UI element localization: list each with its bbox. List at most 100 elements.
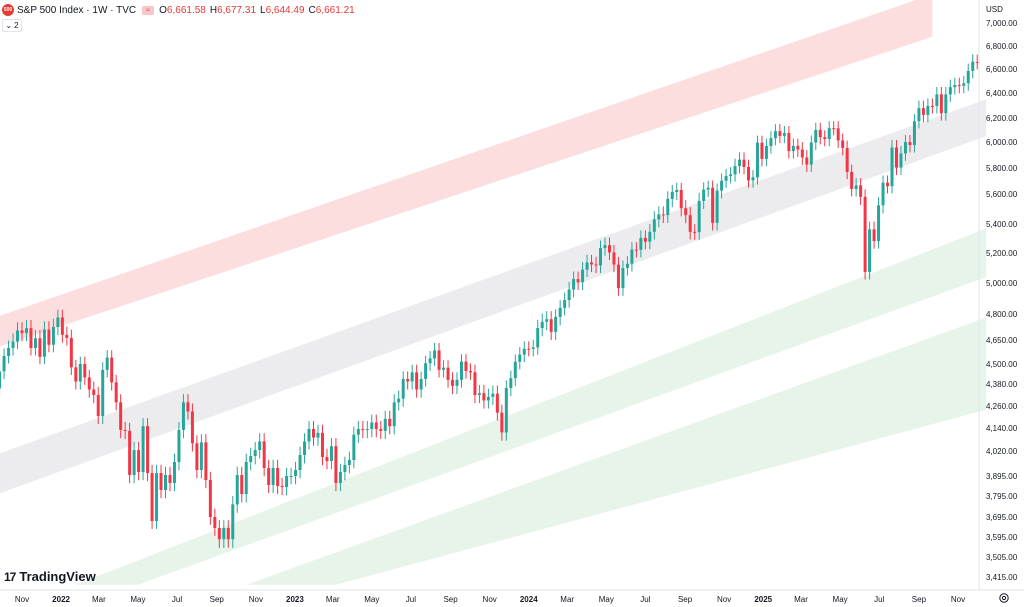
candle-body [280, 486, 284, 487]
candle [939, 86, 943, 121]
candle [78, 356, 82, 390]
candle-body [585, 262, 589, 270]
candle-body [670, 192, 674, 199]
candle-body [235, 475, 239, 505]
candle [311, 421, 315, 446]
candle [957, 77, 961, 94]
time-tick-label: Sep [678, 595, 693, 604]
price-axis[interactable]: 7,000.00 6,800.00 6,600.00 6,400.00 6,200.00… [986, 19, 1018, 582]
candle-body [661, 214, 665, 216]
candle-body [823, 137, 827, 139]
candle [926, 98, 930, 123]
candle-body [818, 129, 822, 138]
candle [320, 424, 324, 466]
candle-body [365, 428, 369, 430]
candle-body [181, 402, 185, 430]
candle [195, 435, 199, 479]
candle [83, 356, 87, 385]
candle-body [576, 279, 580, 283]
symbol-legend[interactable]: 500 S&P 500 Index · 1W · TVC ≈ O 6,661.5… [2, 3, 359, 17]
candle [679, 182, 683, 217]
price-tick-label: 5,800.00 [986, 164, 1018, 173]
candle [585, 254, 589, 278]
candle-body [42, 329, 46, 357]
candle [137, 441, 141, 481]
price-tick-label: 5,000.00 [986, 279, 1018, 288]
candle-body [877, 205, 881, 242]
candle [625, 256, 629, 276]
candle-body [401, 379, 405, 399]
candle-body [657, 214, 661, 220]
candle-body [639, 237, 643, 250]
candle [805, 150, 809, 172]
candle [379, 421, 383, 440]
candle-body [841, 140, 845, 148]
candle [720, 173, 724, 199]
candle-body [778, 131, 782, 136]
candle [392, 394, 396, 435]
candle [881, 175, 885, 214]
candle-body [930, 105, 934, 107]
candle-body [69, 337, 73, 368]
price-tick-label: 4,500.00 [986, 360, 1018, 369]
candle [96, 386, 100, 425]
candle [253, 441, 257, 465]
symbol-title[interactable]: S&P 500 Index · 1W · TVC [17, 4, 137, 16]
candle-body [379, 428, 383, 431]
candle [186, 394, 190, 420]
time-axis[interactable]: Nov 2022 Mar May Jul Sep Nov 2023 Mar May Jul Sep No… [15, 595, 965, 604]
time-tick-label: Jul [172, 595, 182, 604]
candle [213, 508, 217, 536]
candle [401, 371, 405, 407]
candle-body [172, 462, 176, 483]
candle [823, 130, 827, 147]
candle [303, 433, 307, 464]
candle [249, 447, 253, 471]
candle [105, 350, 109, 378]
candle [576, 271, 580, 290]
candle [890, 140, 894, 194]
candle-body [966, 70, 970, 84]
compare-icon[interactable]: ≈ [142, 5, 155, 15]
candle [433, 342, 437, 366]
candle-body [899, 153, 903, 168]
candle-body [370, 422, 374, 429]
candle [697, 192, 701, 240]
candle [267, 459, 271, 494]
candle-body [195, 443, 199, 470]
candle-body [325, 457, 329, 461]
candle [437, 342, 441, 378]
time-tick-label: May [130, 595, 145, 604]
candle-body [500, 412, 504, 433]
candle [468, 363, 472, 380]
price-tick-label: 5,600.00 [986, 190, 1018, 199]
candle-body [128, 430, 132, 475]
candle-body [634, 249, 638, 251]
candle-body [199, 442, 203, 470]
candle-body [590, 262, 594, 265]
tradingview-logo[interactable]: 17 TradingView [4, 569, 96, 584]
candle-body [361, 428, 365, 430]
candle-body [688, 215, 692, 232]
candle-body [419, 379, 423, 390]
candle [841, 133, 845, 156]
candle [226, 520, 230, 548]
candle [639, 230, 643, 258]
price-tick-label: 3,695.00 [986, 513, 1018, 522]
candle [20, 322, 24, 342]
candle [603, 237, 607, 256]
candle-body [294, 470, 298, 476]
time-tick-label: Nov [483, 595, 497, 604]
candle [778, 124, 782, 143]
candle [899, 145, 903, 175]
settings-gear-icon[interactable] [998, 592, 1010, 604]
candle [69, 329, 73, 375]
candle [643, 230, 647, 250]
indicators-toggle[interactable]: ⌄ 2 [2, 19, 22, 32]
candle-body [684, 208, 688, 216]
candle [962, 75, 966, 94]
candle-body [509, 378, 513, 389]
time-tick-label: Mar [560, 595, 574, 604]
candle [482, 384, 486, 409]
